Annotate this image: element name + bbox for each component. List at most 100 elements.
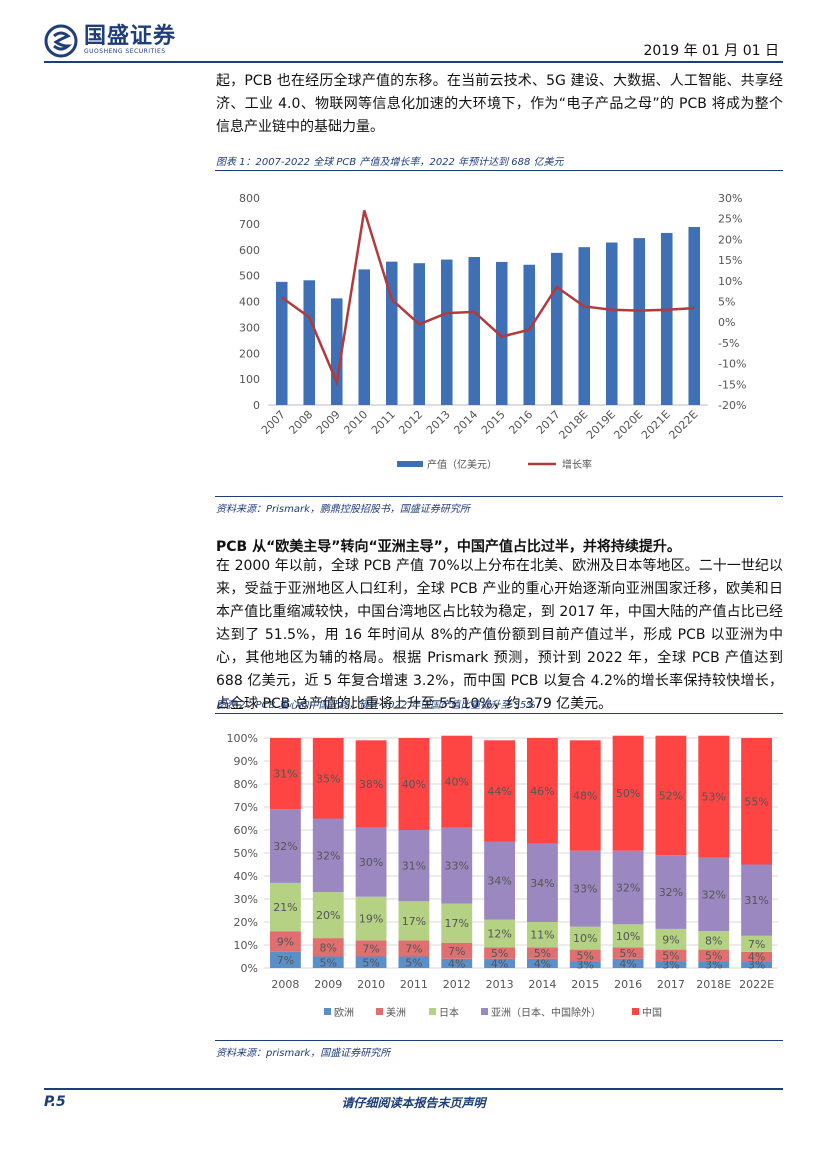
segment-2017-中国 — [655, 735, 687, 856]
y-tick-label: 60% — [234, 824, 258, 837]
data-label: 32% — [616, 882, 640, 895]
bar-2010 — [358, 269, 371, 405]
data-label: 8% — [320, 941, 337, 954]
bar-2009 — [330, 298, 343, 405]
data-label: 4% — [448, 957, 465, 970]
y-tick-label: 100 — [239, 373, 260, 386]
segment-2018E-中国 — [698, 735, 730, 858]
figure2-bottom-rule — [215, 1040, 783, 1041]
y-tick-label: 500 — [239, 270, 260, 283]
x-tick-label: 2013 — [424, 408, 453, 437]
bar-2016 — [523, 264, 536, 405]
segment-2014-中国 — [526, 738, 558, 844]
data-label: 53% — [702, 791, 726, 804]
y-tick-label: 800 — [239, 192, 260, 205]
segment-2011-中国 — [398, 738, 430, 830]
segment-2015-日本 — [569, 926, 601, 950]
segment-2022E-亚洲（日本、中国除外） — [741, 864, 773, 936]
data-label: 4% — [619, 957, 636, 970]
data-label: 32% — [702, 888, 726, 901]
data-label: 5% — [362, 956, 379, 969]
data-label: 7% — [448, 945, 465, 958]
x-tick-label: 2013 — [486, 978, 514, 991]
data-label: 21% — [273, 901, 297, 914]
data-label: 5% — [577, 949, 594, 962]
segment-2022E-中国 — [741, 738, 773, 865]
data-label: 17% — [402, 915, 426, 928]
intro-paragraph: 起，PCB 也在经历全球产值的东移。在当前云技术、5G 建设、大数据、人工智能、… — [216, 73, 783, 135]
figure1-legend: 产值（亿美元） 增长率 — [397, 458, 592, 471]
bar-2020E — [633, 238, 646, 405]
y-tick-label: 20% — [234, 916, 258, 929]
data-label: 9% — [277, 936, 294, 949]
data-label: 3% — [577, 959, 594, 972]
company-logo: 国盛证券 GUOSHENG SECURITIES — [44, 24, 176, 58]
legend-swatch — [324, 1008, 331, 1015]
bar-2018E — [578, 247, 591, 405]
data-label: 46% — [530, 785, 554, 798]
data-label: 33% — [573, 883, 597, 896]
data-label: 55% — [744, 795, 768, 808]
segment-2022E-欧洲 — [741, 961, 773, 968]
data-label: 5% — [534, 947, 551, 960]
legend-swatch — [429, 1008, 436, 1015]
data-label: 5% — [491, 947, 508, 960]
y2-tick-label: 0% — [718, 316, 735, 329]
x-tick-label: 2014 — [451, 408, 480, 437]
segment-2009-中国 — [312, 738, 344, 819]
footer-rule — [44, 1088, 783, 1090]
legend-swatch — [481, 1008, 488, 1015]
disclaimer-notice: 请仔细阅读本报告末页声明 — [341, 1096, 486, 1110]
y2-tick-label: 15% — [718, 254, 742, 267]
x-tick-label: 2011 — [369, 408, 398, 437]
segment-2016-欧洲 — [612, 958, 644, 968]
segment-2011-美洲 — [398, 940, 430, 957]
legend-label: 美洲 — [386, 1006, 406, 1019]
data-label: 5% — [619, 947, 636, 960]
segment-2015-美洲 — [569, 949, 601, 962]
data-label: 38% — [359, 778, 383, 791]
segment-2017-亚洲（日本、中国除外） — [655, 855, 687, 929]
segment-2009-美洲 — [312, 938, 344, 957]
x-tick-label: 2018E — [556, 408, 590, 442]
segment-2010-亚洲（日本、中国除外） — [355, 827, 387, 897]
data-label: 48% — [573, 790, 597, 803]
y-tick-label: 600 — [239, 244, 260, 257]
data-label: 44% — [487, 785, 511, 798]
legend-label: 欧洲 — [334, 1007, 354, 1019]
figure2-legend: 欧洲 美洲 日本 亚洲（日本、中国除外） 中国 — [324, 1006, 662, 1019]
data-label: 35% — [316, 772, 340, 785]
y2-tick-label: -5% — [718, 337, 739, 350]
data-label: 3% — [662, 959, 679, 972]
y-tick-label: 300 — [239, 321, 260, 334]
data-label: 5% — [405, 956, 422, 969]
bar-2012 — [413, 263, 426, 405]
bar-2022E — [688, 226, 701, 405]
x-tick-label: 2012 — [443, 978, 471, 991]
x-tick-label: 2011 — [400, 978, 428, 991]
x-tick-label: 2016 — [506, 408, 535, 437]
segment-2013-欧洲 — [484, 958, 516, 968]
report-date: 2019 年 01 月 01 日 — [643, 43, 779, 59]
segment-2008-亚洲（日本、中国除外） — [269, 809, 301, 883]
bar-2007 — [275, 281, 288, 405]
segment-2017-日本 — [655, 928, 687, 950]
segment-2016-日本 — [612, 924, 644, 948]
y-tick-label: 70% — [234, 801, 258, 814]
data-label: 5% — [662, 949, 679, 962]
x-tick-label: 2020E — [611, 408, 645, 442]
page-number: P.5 — [44, 1094, 66, 1110]
data-label: 34% — [530, 877, 554, 890]
data-label: 7% — [748, 938, 765, 951]
data-label: 10% — [616, 930, 640, 943]
y-tick-label: 10% — [234, 939, 258, 952]
y-tick-label: 700 — [239, 218, 260, 231]
header-rule — [44, 61, 783, 63]
segment-2013-日本 — [484, 919, 516, 948]
data-label: 17% — [445, 917, 469, 930]
segment-2012-美洲 — [441, 942, 473, 959]
data-label: 10% — [573, 932, 597, 945]
data-label: 11% — [530, 929, 554, 942]
data-label: 4% — [491, 957, 508, 970]
data-label: 5% — [705, 949, 722, 962]
